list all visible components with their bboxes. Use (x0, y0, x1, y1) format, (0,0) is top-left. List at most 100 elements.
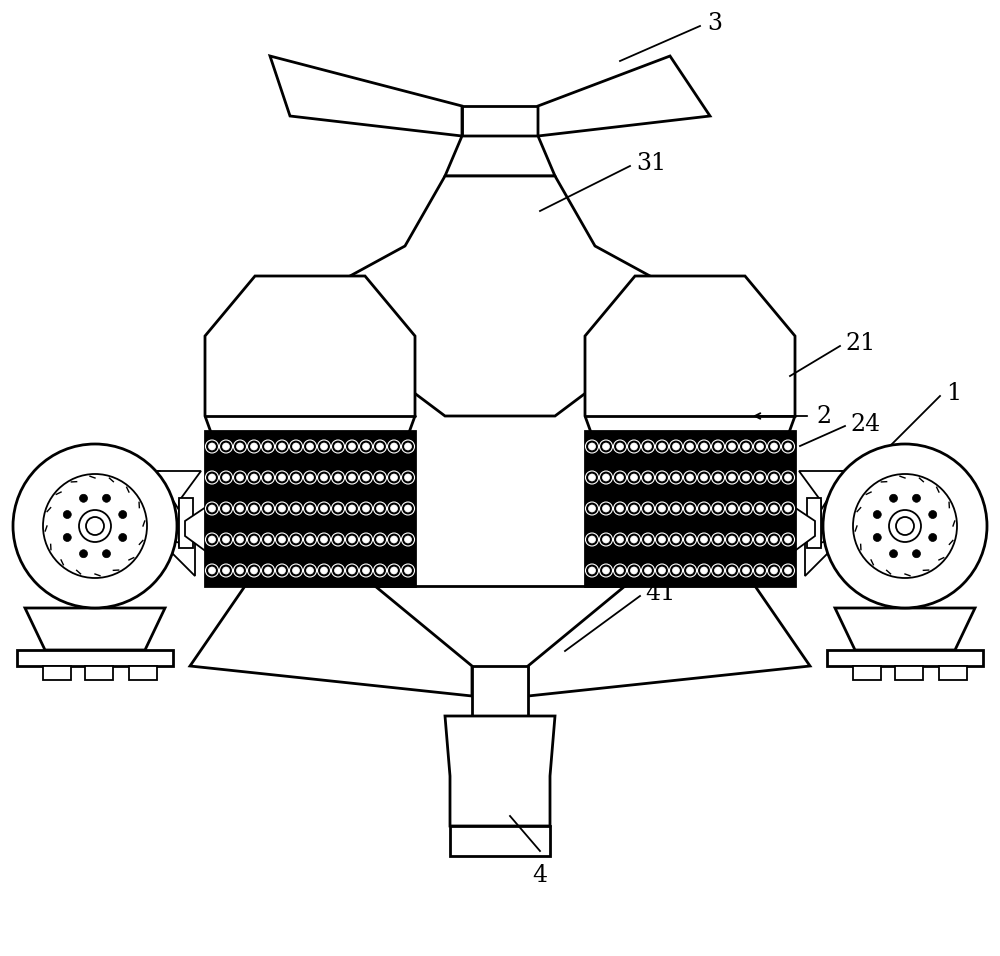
Circle shape (306, 474, 314, 481)
Circle shape (63, 511, 71, 518)
Circle shape (853, 474, 957, 578)
Circle shape (700, 443, 708, 450)
Circle shape (616, 536, 624, 543)
Circle shape (726, 533, 738, 546)
Circle shape (404, 474, 412, 481)
Circle shape (890, 494, 898, 502)
Circle shape (390, 567, 398, 574)
Circle shape (754, 440, 767, 453)
Circle shape (346, 440, 358, 453)
Circle shape (318, 471, 330, 484)
Polygon shape (853, 666, 881, 680)
Circle shape (237, 536, 244, 543)
Circle shape (740, 502, 753, 515)
Circle shape (220, 564, 232, 577)
Circle shape (784, 536, 792, 543)
Circle shape (588, 567, 596, 574)
Circle shape (784, 567, 792, 574)
Circle shape (360, 564, 372, 577)
Circle shape (376, 443, 384, 450)
Circle shape (334, 474, 342, 481)
Circle shape (362, 536, 370, 543)
Circle shape (119, 511, 127, 518)
Circle shape (248, 502, 260, 515)
Circle shape (332, 533, 344, 546)
Polygon shape (462, 106, 538, 136)
Polygon shape (179, 498, 193, 548)
Text: 1: 1 (946, 381, 961, 404)
Circle shape (614, 471, 626, 484)
Circle shape (320, 474, 328, 481)
Circle shape (586, 502, 598, 515)
Circle shape (782, 533, 794, 546)
Circle shape (346, 502, 358, 515)
Circle shape (304, 471, 316, 484)
Circle shape (346, 471, 358, 484)
Circle shape (672, 474, 680, 481)
Polygon shape (190, 586, 472, 696)
Circle shape (376, 567, 384, 574)
Circle shape (698, 564, 710, 577)
Circle shape (208, 474, 216, 481)
Circle shape (206, 471, 218, 484)
Circle shape (237, 443, 244, 450)
Circle shape (757, 536, 764, 543)
Circle shape (742, 505, 750, 512)
Circle shape (784, 443, 792, 450)
Circle shape (332, 564, 344, 577)
Circle shape (684, 564, 696, 577)
Polygon shape (270, 56, 462, 136)
Circle shape (768, 564, 780, 577)
Circle shape (374, 564, 386, 577)
Polygon shape (835, 608, 975, 650)
Polygon shape (185, 501, 240, 558)
Circle shape (388, 533, 400, 546)
Circle shape (360, 471, 372, 484)
Circle shape (672, 567, 680, 574)
Circle shape (234, 564, 246, 577)
Text: 21: 21 (845, 332, 875, 355)
Circle shape (222, 567, 230, 574)
Circle shape (672, 443, 680, 450)
Circle shape (588, 505, 596, 512)
Circle shape (656, 502, 668, 515)
Circle shape (262, 533, 274, 546)
Text: 4: 4 (532, 864, 548, 887)
Circle shape (586, 440, 598, 453)
Circle shape (602, 505, 610, 512)
Circle shape (600, 564, 612, 577)
Circle shape (349, 505, 356, 512)
Circle shape (374, 533, 386, 546)
Circle shape (306, 443, 314, 450)
Circle shape (237, 505, 244, 512)
Circle shape (306, 567, 314, 574)
Circle shape (206, 533, 218, 546)
Circle shape (628, 533, 640, 546)
Circle shape (889, 510, 921, 542)
Circle shape (292, 443, 300, 450)
Circle shape (63, 533, 71, 541)
Polygon shape (585, 276, 795, 586)
Circle shape (658, 505, 666, 512)
Circle shape (334, 505, 342, 512)
Circle shape (873, 511, 881, 518)
Circle shape (714, 505, 722, 512)
Circle shape (290, 533, 302, 546)
Circle shape (642, 564, 654, 577)
Circle shape (43, 474, 147, 578)
Circle shape (206, 564, 218, 577)
Circle shape (362, 505, 370, 512)
Circle shape (698, 440, 710, 453)
Circle shape (656, 471, 668, 484)
Circle shape (686, 505, 694, 512)
Circle shape (376, 505, 384, 512)
Circle shape (740, 440, 753, 453)
Circle shape (362, 443, 370, 450)
Circle shape (602, 474, 610, 481)
Circle shape (220, 533, 232, 546)
Circle shape (768, 440, 780, 453)
Circle shape (264, 567, 272, 574)
Circle shape (332, 440, 344, 453)
Circle shape (588, 474, 596, 481)
Circle shape (222, 474, 230, 481)
